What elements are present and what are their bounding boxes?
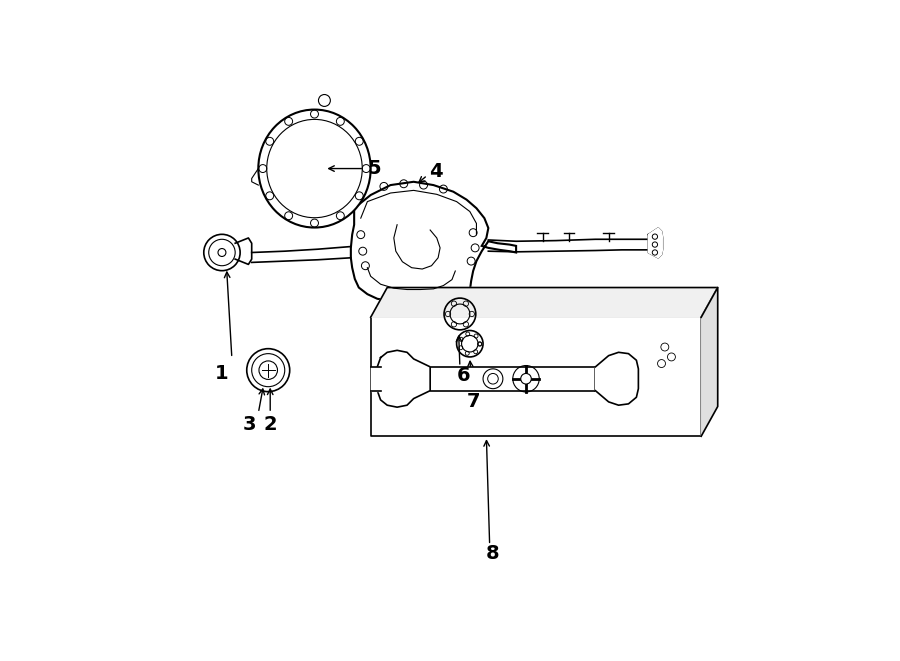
- Polygon shape: [351, 182, 516, 303]
- Polygon shape: [377, 350, 430, 407]
- Polygon shape: [596, 352, 638, 405]
- Text: 2: 2: [264, 415, 277, 434]
- Text: 5: 5: [368, 159, 382, 178]
- Text: 4: 4: [428, 163, 442, 181]
- Polygon shape: [430, 367, 596, 391]
- Circle shape: [319, 95, 330, 106]
- Circle shape: [521, 373, 531, 384]
- Text: 8: 8: [486, 545, 500, 563]
- Polygon shape: [371, 367, 381, 391]
- Polygon shape: [648, 228, 662, 258]
- Polygon shape: [371, 317, 701, 436]
- Text: 3: 3: [243, 415, 256, 434]
- Polygon shape: [371, 288, 717, 317]
- Ellipse shape: [456, 330, 483, 357]
- Ellipse shape: [258, 110, 371, 227]
- Text: 7: 7: [467, 393, 481, 411]
- Text: 6: 6: [456, 366, 470, 385]
- Text: 1: 1: [215, 364, 229, 383]
- Polygon shape: [701, 288, 717, 436]
